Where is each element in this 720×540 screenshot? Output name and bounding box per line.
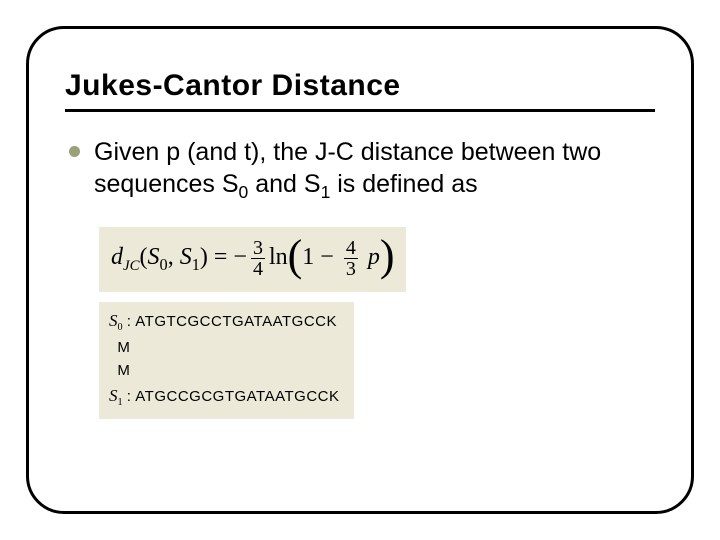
f-lp: ( (140, 244, 148, 270)
seq-m2: M (109, 359, 340, 382)
f-f1d: 4 (251, 258, 265, 279)
f-d: d (111, 244, 123, 270)
seq1-sub: 1 (118, 397, 123, 408)
f-jc: JC (123, 258, 140, 274)
f-eq: = (208, 244, 234, 270)
f-f2n: 4 (344, 238, 358, 258)
body-sub0: 0 (239, 182, 249, 202)
f-rp: ) (200, 244, 208, 270)
f-minus: − (233, 244, 247, 270)
body-text: Given p (and t), the J-C distance betwee… (94, 136, 655, 203)
f-f1n: 3 (251, 238, 265, 258)
seq-m1: M (109, 336, 340, 359)
bullet-icon (69, 146, 80, 157)
title-underline (65, 109, 655, 112)
body-p2: and S (248, 170, 320, 198)
bullet-row: Given p (and t), the J-C distance betwee… (69, 136, 655, 203)
seq-row-0: S0 : ATGTCGCCTGATAATGCCK (109, 308, 340, 336)
f-S1: S (180, 244, 192, 270)
f-bigr: ) (380, 230, 395, 281)
slide-frame: Jukes-Cantor Distance Given p (and t), t… (26, 26, 694, 514)
m2-text: M (117, 362, 130, 379)
f-minus2: − (314, 244, 340, 270)
f-s1: 1 (192, 255, 200, 274)
f-p: p (368, 244, 380, 270)
f-frac1: 34 (251, 238, 265, 279)
seq0-sub: 0 (118, 322, 123, 333)
f-bigl: ( (288, 230, 303, 281)
body-p3: is defined as (330, 170, 477, 198)
f-one: 1 (302, 244, 314, 270)
seq1-label: S (109, 386, 118, 405)
seq-row-1: S1 : ATGCCGCGTGATAATGCCK (109, 383, 340, 411)
formula-container: dJC(S0, S1) = −34ln(1 − 43 p) (99, 227, 655, 292)
sequence-block: S0 : ATGTCGCCTGATAATGCCK M M S1 : ATGCCG… (99, 302, 354, 418)
slide-title: Jukes-Cantor Distance (65, 69, 655, 103)
seq1-text: : ATGCCGCGTGATAATGCCK (127, 388, 340, 405)
m1-text: M (117, 339, 130, 356)
f-f2d: 3 (344, 258, 358, 279)
body-sub1: 1 (321, 182, 331, 202)
seq0-label: S (109, 311, 118, 330)
seq0-text: : ATGTCGCCTGATAATGCCK (127, 313, 337, 330)
f-comma: , (168, 244, 180, 270)
f-ln: ln (269, 244, 288, 270)
formula: dJC(S0, S1) = −34ln(1 − 43 p) (99, 227, 406, 292)
f-S0: S (148, 244, 160, 270)
f-s0: 0 (160, 255, 168, 274)
f-frac2: 43 (344, 238, 358, 279)
